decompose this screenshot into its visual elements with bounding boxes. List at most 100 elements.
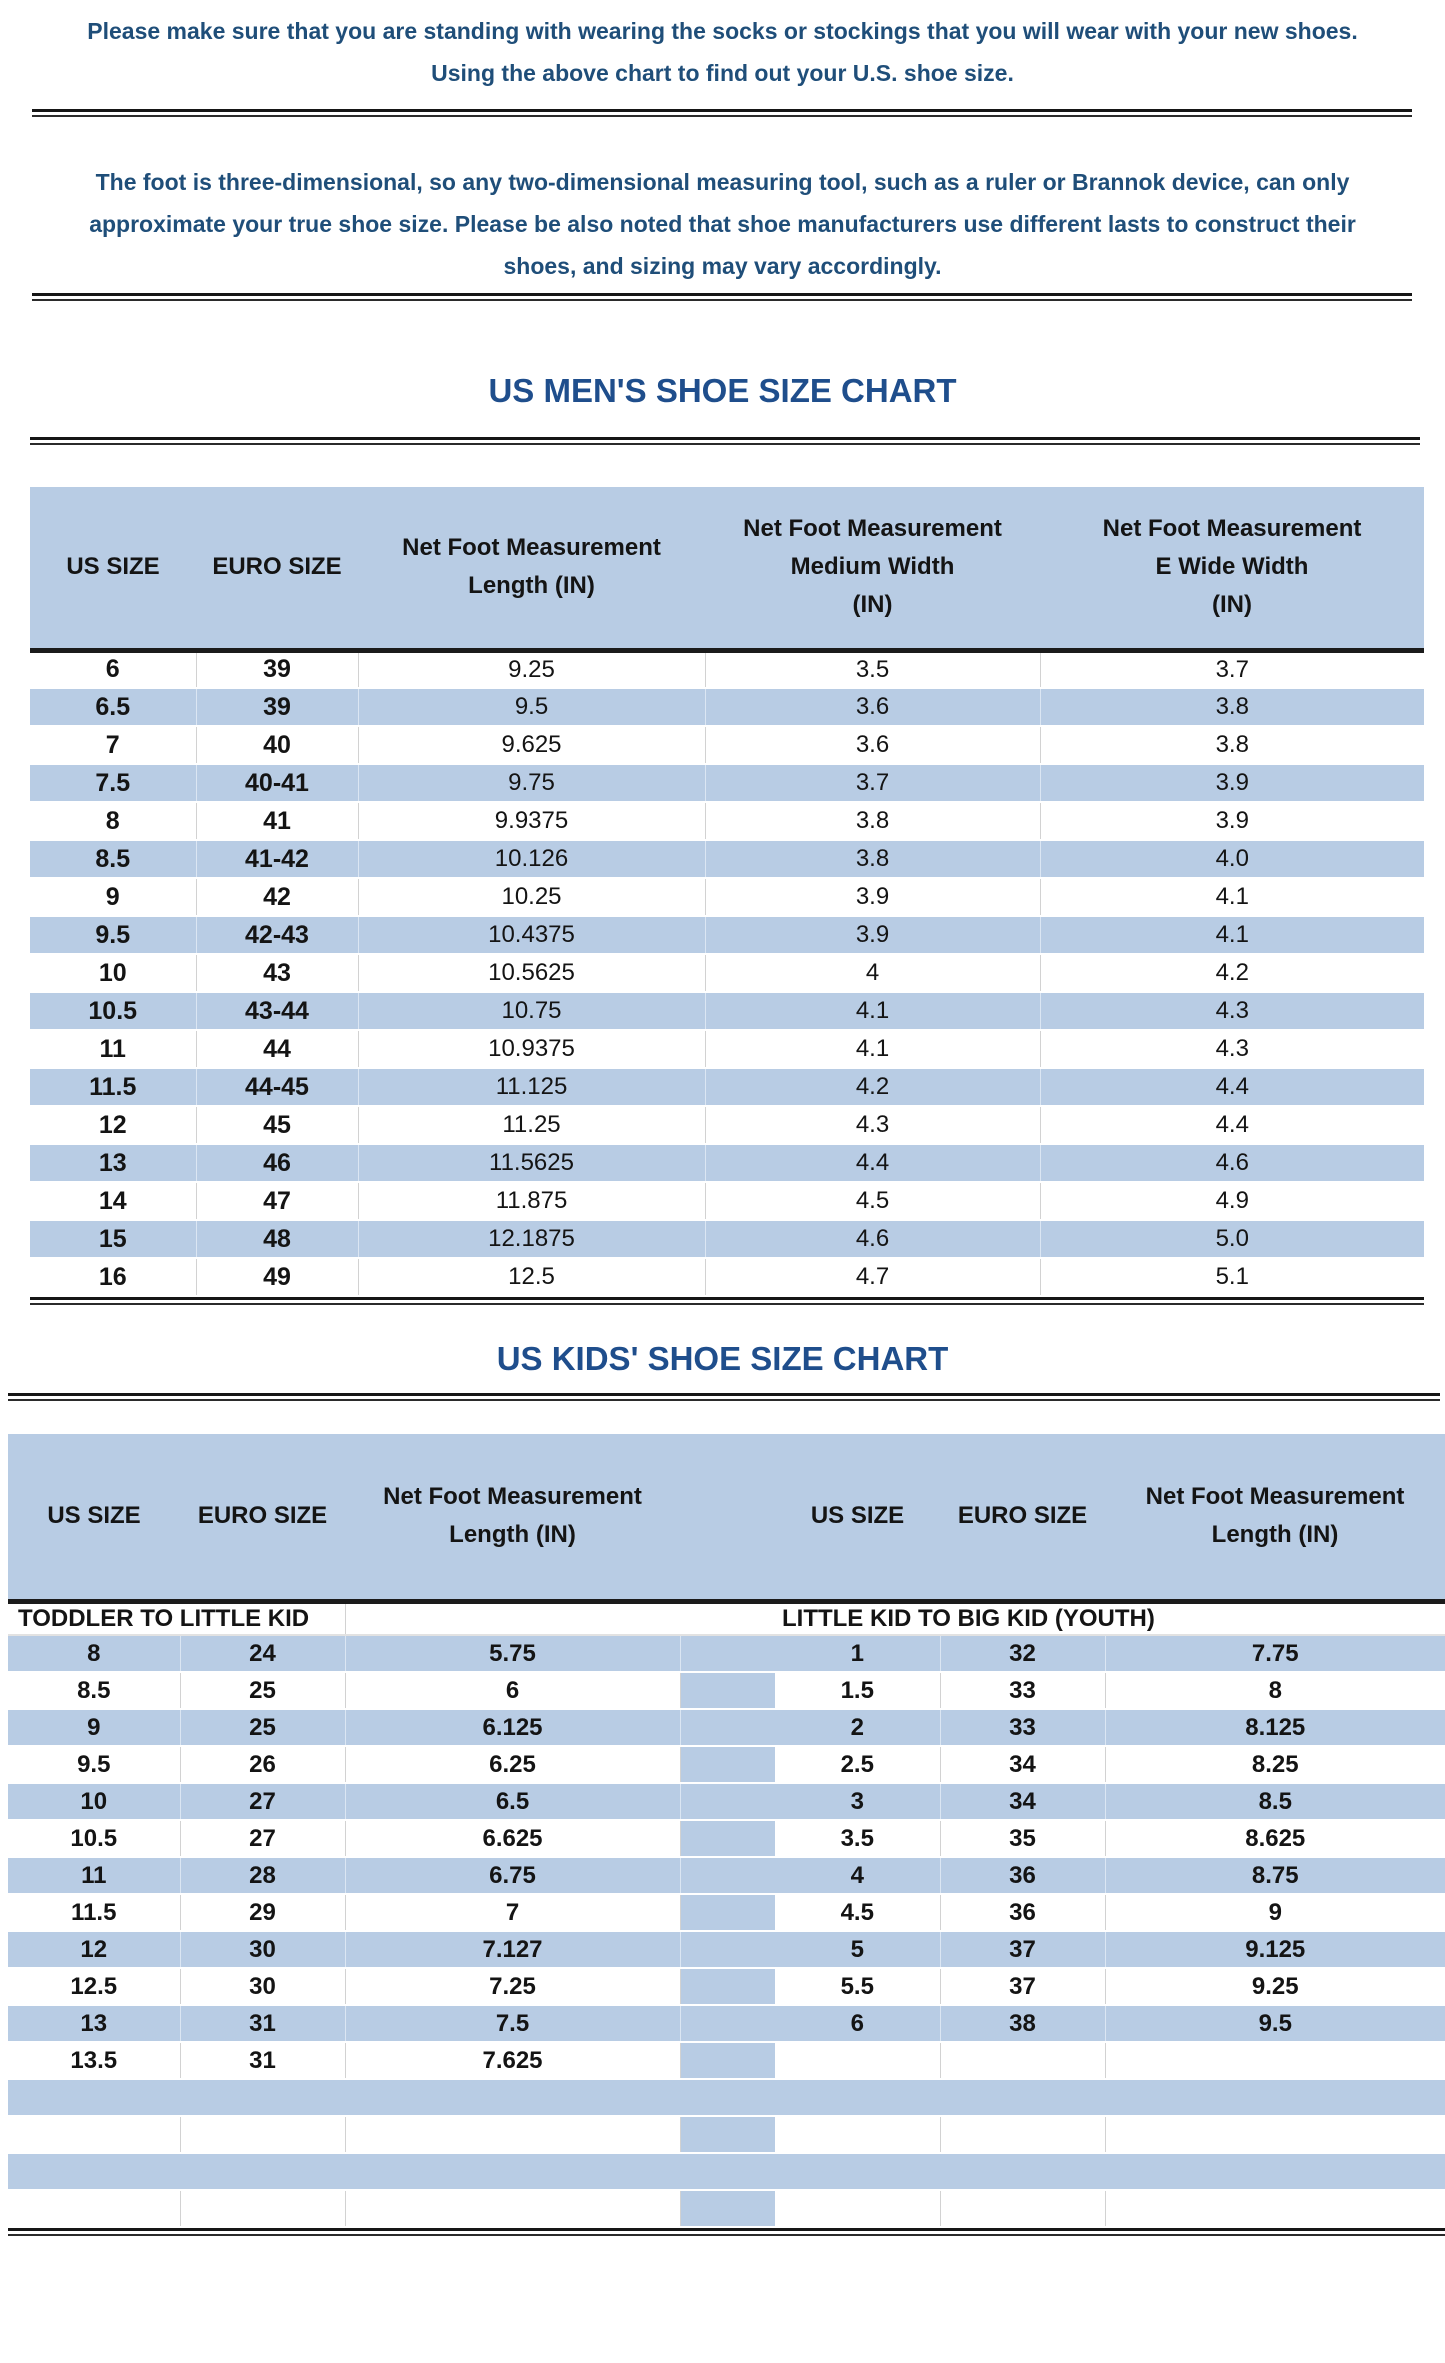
cell: 4 — [775, 1857, 941, 1894]
cell: 3.8 — [705, 840, 1041, 878]
cell — [775, 2042, 941, 2079]
cell: 30 — [180, 1931, 346, 1968]
cell: 25 — [180, 1672, 346, 1709]
cell: 40-41 — [196, 764, 359, 802]
cell: 45 — [196, 1106, 359, 1144]
cell: 11.5 — [30, 1068, 197, 1106]
cell — [775, 2116, 941, 2153]
cell: 8.5 — [8, 1672, 181, 1709]
kids-table-header: US SIZE EURO SIZE Net Foot Measurement Len… — [8, 1434, 1445, 1601]
cell: 8.625 — [1245, 1824, 1306, 1852]
cell: 4.1 — [1040, 916, 1424, 954]
cell: 43-44 — [196, 992, 359, 1030]
cell: 10.5 — [30, 992, 197, 1030]
cell: 11.5 — [8, 1894, 181, 1931]
cell: 48 — [196, 1220, 359, 1258]
cell: 12 — [30, 1106, 197, 1144]
cell: 10.126 — [358, 840, 706, 878]
cell — [8, 2079, 1445, 2116]
table-row: 9 42 10.25 3.9 4.1 — [30, 878, 1424, 916]
kids-chart-title: US KIDS' SHOE SIZE CHART — [496, 1340, 949, 1377]
mens-table-bottom-rule — [30, 1297, 1424, 1305]
cell: 28 — [180, 1857, 346, 1894]
table-row: 8 24 5.75 1 32 7.75 — [8, 1635, 1445, 1672]
cell: 49 — [196, 1258, 359, 1296]
table-row: 12 30 7.127 5 37 9.125 — [8, 1931, 1445, 1968]
cell: 37 — [940, 1968, 1106, 2005]
cell: 5.1 — [1215, 1263, 1249, 1290]
cell — [180, 2190, 346, 2227]
cell: 6.625 — [345, 1820, 681, 1857]
cell: 11.125 — [358, 1068, 706, 1106]
kids-right-header-cell-2: Net Foot Measurement Length (IN) — [1105, 1434, 1445, 1601]
cell: 8.5 — [30, 840, 197, 878]
cell: 10.75 — [358, 992, 706, 1030]
intro-paragraph-2: The foot is three-dimensional, so any tw… — [89, 169, 1356, 279]
section-label-toddler: TODDLER TO LITTLE KID — [8, 1601, 346, 1635]
cell: 3.9 — [1040, 764, 1424, 802]
cell: 12.5 — [358, 1258, 706, 1296]
kids-right-header-cell-0: US SIZE — [775, 1434, 940, 1601]
cell: 4.9 — [1215, 1187, 1249, 1214]
cell: 6.125 — [345, 1709, 681, 1746]
cell: 5.0 — [1040, 1220, 1424, 1258]
cell: 15 — [30, 1220, 197, 1258]
cell: 26 — [180, 1746, 346, 1783]
cell: 47 — [196, 1182, 359, 1220]
cell: 4.4 — [1040, 1068, 1424, 1106]
cell: 46 — [196, 1144, 359, 1182]
kids-section-row: TODDLER TO LITTLE KID LITTLE KID TO BIG K… — [8, 1601, 1445, 1635]
cell: 34 — [940, 1746, 1106, 1783]
cell — [8, 2116, 181, 2153]
cell: 4.3 — [1040, 992, 1424, 1030]
cell: 4.6 — [1040, 1144, 1424, 1182]
cell: 3.8 — [705, 802, 1041, 840]
cell: 8.75 — [1105, 1857, 1445, 1894]
cell: 30 — [180, 1968, 346, 2005]
spacer-column — [680, 1601, 775, 1635]
cell: 6.75 — [345, 1857, 681, 1894]
cell: 9 — [1268, 1898, 1282, 1926]
cell: 34 — [940, 1783, 1106, 1820]
cell: 12.1875 — [358, 1220, 706, 1258]
cell: 29 — [180, 1894, 346, 1931]
cell: 38 — [940, 2005, 1106, 2042]
cell: 3.8 — [1215, 731, 1249, 758]
table-row: 12 45 11.25 4.3 4.4 — [30, 1106, 1424, 1144]
kids-table-header-row: US SIZE EURO SIZE Net Foot Measurement Len… — [8, 1434, 1445, 1601]
cell — [345, 2116, 681, 2153]
table-row: 10.5 27 6.625 3.5 35 8.625 — [8, 1820, 1445, 1857]
table-row: 13 46 11.5625 4.4 4.6 — [30, 1144, 1424, 1182]
cell: 27 — [180, 1820, 346, 1857]
table-row: 10.5 43-44 10.75 4.1 4.3 — [30, 992, 1424, 1030]
cell: 4.1 — [705, 1030, 1041, 1068]
divider — [32, 109, 1412, 117]
cell: 5.5 — [775, 1968, 941, 2005]
mens-header-cell-0: US SIZE — [30, 487, 196, 650]
cell: 3.6 — [705, 688, 1041, 726]
cell: 43 — [196, 954, 359, 992]
cell: 4.1 — [705, 992, 1041, 1030]
cell: 39 — [196, 688, 359, 726]
cell: 9.625 — [358, 726, 706, 764]
cell — [345, 1601, 680, 1635]
cell — [1105, 2116, 1445, 2153]
cell: 8 — [1268, 1676, 1282, 1704]
kids-right-header-cell-1: EURO SIZE — [940, 1434, 1105, 1601]
cell: 3.8 — [1040, 688, 1424, 726]
cell: 4.3 — [705, 1106, 1041, 1144]
cell: 36 — [940, 1894, 1106, 1931]
spacer-column — [680, 2190, 775, 2227]
kids-left-header-cell-1: EURO SIZE — [180, 1434, 345, 1601]
cell: 32 — [940, 1635, 1106, 1672]
cell: 8.5 — [1105, 1783, 1445, 1820]
cell: 41 — [196, 802, 359, 840]
cell: 4.7 — [705, 1258, 1041, 1296]
mens-chart-title: US MEN'S SHOE SIZE CHART — [488, 372, 957, 409]
cell: 3 — [775, 1783, 941, 1820]
shoe-size-guide-page: Please make sure that you are standing w… — [0, 10, 1445, 2236]
cell: 11.5625 — [358, 1144, 706, 1182]
cell: 6 — [30, 650, 197, 688]
cell: 7.75 — [1105, 1635, 1445, 1672]
cell: 8.125 — [1105, 1709, 1445, 1746]
